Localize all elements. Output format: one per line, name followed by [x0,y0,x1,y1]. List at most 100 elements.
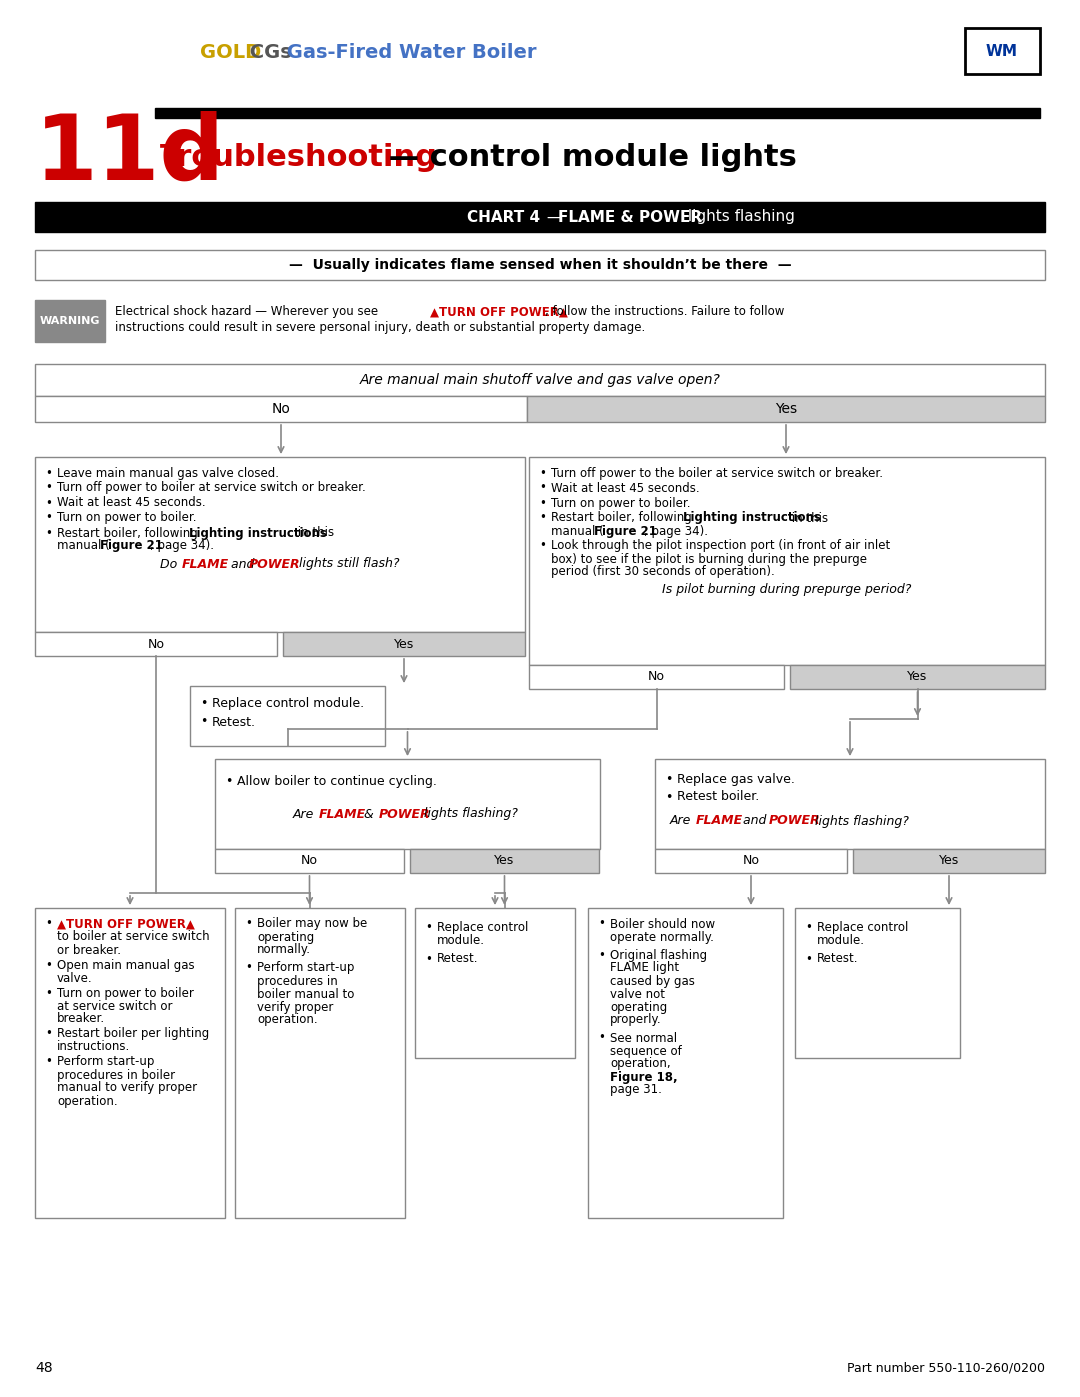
Bar [529,665,784,689]
Text: •: • [225,774,232,788]
Bar [789,665,1045,689]
Text: page 31.: page 31. [610,1084,662,1097]
Text: Retest boiler.: Retest boiler. [677,791,759,803]
Text: Retest.: Retest. [437,953,478,965]
Text: Yes: Yes [394,637,414,651]
Text: Wait at least 45 seconds.: Wait at least 45 seconds. [57,496,205,510]
Text: instructions could result in severe personal injury, death or substantial proper: instructions could result in severe pers… [114,321,645,334]
Bar [35,203,1045,232]
Text: •: • [45,986,52,999]
Text: module.: module. [816,935,865,947]
Text: properly.: properly. [610,1013,662,1027]
Text: Turn off power to boiler at service switch or breaker.: Turn off power to boiler at service swit… [57,482,366,495]
Text: manual (: manual ( [551,524,604,538]
Text: No: No [271,402,291,416]
Text: Figure 21: Figure 21 [594,524,657,538]
Text: FLAME & POWER: FLAME & POWER [558,210,702,225]
Text: to boiler at service switch: to boiler at service switch [57,930,210,943]
Text: and: and [739,814,770,827]
Text: Perform start-up: Perform start-up [57,1056,154,1069]
Text: Are: Are [293,807,318,820]
Text: Look through the pilot inspection port (in front of air inlet: Look through the pilot inspection port (… [551,539,890,552]
Text: •: • [539,467,545,479]
Text: 11d: 11d [35,110,225,198]
Bar [215,759,600,849]
Text: at service switch or: at service switch or [57,999,173,1013]
Text: •: • [45,527,52,539]
Text: Yes: Yes [907,671,928,683]
Bar [795,908,960,1058]
Text: Retest.: Retest. [816,953,859,965]
Text: FLAME: FLAME [183,557,229,570]
Text: FLAME light: FLAME light [610,961,679,975]
Text: FLAME: FLAME [319,807,366,820]
Text: Turn on power to boiler.: Turn on power to boiler. [57,511,197,524]
Text: Are: Are [670,814,696,827]
Bar [35,631,276,657]
Text: operation.: operation. [257,1013,318,1027]
Text: No: No [743,855,759,868]
Text: •: • [426,953,432,965]
Text: Figure 21: Figure 21 [100,539,163,552]
Bar [654,759,1045,849]
Text: •: • [805,953,812,965]
Text: operating: operating [610,1000,667,1013]
Bar [527,395,1045,422]
Text: ▲TURN OFF POWER▲: ▲TURN OFF POWER▲ [430,306,568,319]
Text: valve.: valve. [57,971,93,985]
Bar [190,686,384,746]
Text: and: and [227,557,258,570]
Bar [156,108,1040,117]
Text: box) to see if the pilot is burning during the prepurge: box) to see if the pilot is burning duri… [551,552,867,566]
Bar [215,849,404,873]
Text: Perform start-up: Perform start-up [257,961,354,975]
Text: •: • [426,922,432,935]
Bar [235,908,405,1218]
Text: Gas-Fired Water Boiler: Gas-Fired Water Boiler [280,42,537,61]
Text: •: • [539,511,545,524]
Bar [35,365,1045,395]
Text: FLAME: FLAME [696,814,743,827]
Text: Boiler may now be: Boiler may now be [257,918,367,930]
Bar [966,28,1040,74]
Text: ▲TURN OFF POWER▲: ▲TURN OFF POWER▲ [57,918,194,930]
Text: •: • [598,1031,605,1045]
Text: manual (: manual ( [57,539,110,552]
Text: Restart boiler per lighting: Restart boiler per lighting [57,1028,210,1041]
Text: Replace control module.: Replace control module. [212,697,364,711]
Text: Lighting instructions: Lighting instructions [683,511,821,524]
Text: verify proper: verify proper [257,1000,334,1013]
Text: valve not: valve not [610,988,665,1000]
Text: •: • [805,922,812,935]
Text: Turn on power to boiler: Turn on power to boiler [57,986,194,999]
Text: lights flashing?: lights flashing? [811,814,909,827]
Text: in this: in this [788,511,828,524]
Text: Troubleshooting: Troubleshooting [160,144,437,172]
Text: Boiler should now: Boiler should now [610,918,715,930]
Text: •: • [598,918,605,930]
Text: •: • [45,467,52,479]
Text: —  Usually indicates flame sensed when it shouldn’t be there  —: — Usually indicates flame sensed when it… [288,258,792,272]
Text: Wait at least 45 seconds.: Wait at least 45 seconds. [551,482,700,495]
Text: POWER: POWER [378,807,430,820]
Text: lights flashing: lights flashing [683,210,795,225]
Text: , page 34).: , page 34). [150,539,214,552]
Text: See normal: See normal [610,1031,677,1045]
Text: operation,: operation, [610,1058,671,1070]
Bar [853,849,1045,873]
Text: POWER: POWER [249,557,300,570]
Text: normally.: normally. [257,943,311,957]
Bar [654,849,847,873]
Text: operate normally.: operate normally. [610,930,714,943]
Text: caused by gas: caused by gas [610,975,694,988]
Text: , follow the instructions. Failure to follow: , follow the instructions. Failure to fo… [545,306,784,319]
Text: Leave main manual gas valve closed.: Leave main manual gas valve closed. [57,467,279,479]
Text: •: • [45,1028,52,1041]
Bar [35,300,105,342]
Text: operating: operating [257,930,314,943]
Text: breaker.: breaker. [57,1013,105,1025]
Text: instructions.: instructions. [57,1041,131,1053]
Text: •: • [200,715,207,728]
Text: WM: WM [986,43,1018,59]
Text: •: • [45,918,52,930]
